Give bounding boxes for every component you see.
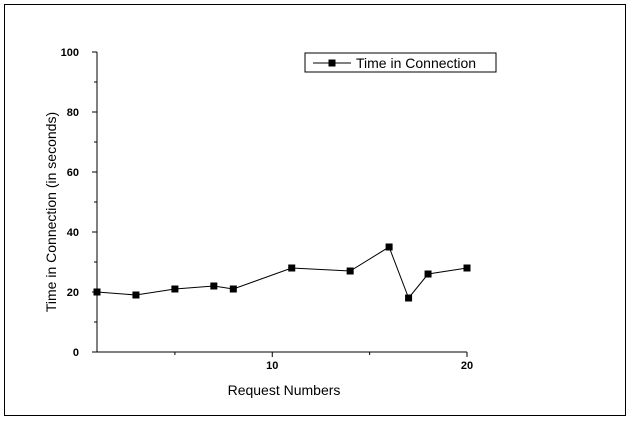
legend-label: Time in Connection — [356, 55, 476, 71]
y-tick-label: 100 — [61, 47, 79, 59]
ticks: 0 20 40 60 80 100 10 20 — [61, 47, 473, 372]
data-point — [405, 294, 413, 302]
data-point — [385, 243, 393, 251]
series — [93, 243, 471, 302]
legend: Time in Connection — [304, 52, 497, 73]
data-point — [424, 270, 432, 278]
data-point — [229, 285, 237, 293]
chart-frame — [4, 4, 626, 416]
y-tick-label: 40 — [67, 227, 79, 239]
series-line — [96, 246, 468, 299]
data-point — [210, 282, 218, 290]
x-tick-label: 10 — [266, 360, 278, 372]
y-tick-label: 0 — [73, 347, 79, 359]
data-point — [288, 264, 296, 272]
legend-box — [304, 52, 497, 73]
y-tick-label: 60 — [67, 167, 79, 179]
data-point — [93, 288, 101, 296]
data-point — [171, 285, 179, 293]
y-axis-label: Time in Connection (in seconds) — [43, 112, 59, 312]
axes — [96, 52, 467, 353]
data-point — [346, 267, 354, 275]
y-tick-label: 80 — [67, 107, 79, 119]
x-axis-label: Request Numbers — [228, 382, 341, 398]
x-tick-label: 20 — [461, 360, 473, 372]
y-tick-label: 20 — [67, 287, 79, 299]
data-point — [463, 264, 471, 272]
data-point — [132, 291, 140, 299]
legend-marker — [328, 59, 336, 67]
